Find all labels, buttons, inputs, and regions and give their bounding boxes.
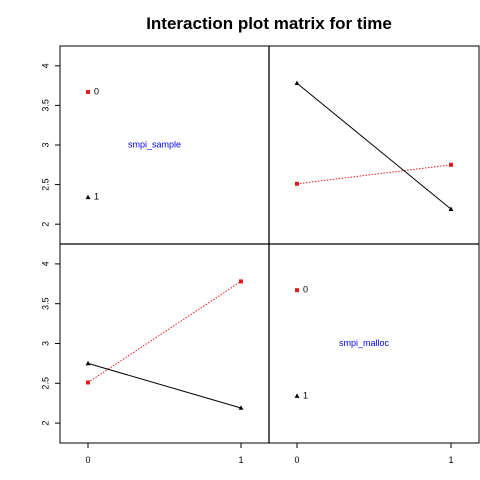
interaction-point-trace-0 — [295, 181, 299, 186]
x-tick-label: 0 — [85, 455, 90, 465]
y-tick-label: 2.5 — [40, 377, 50, 390]
interaction-point-trace-0 — [239, 279, 243, 284]
y-tick-label: 4 — [40, 261, 50, 266]
interaction-line-trace-1 — [296, 82, 452, 210]
y-tick-label: 2.5 — [40, 178, 50, 191]
level-marker-square — [86, 89, 90, 94]
x-tick-label: 1 — [238, 455, 243, 465]
y-tick-label: 3.5 — [40, 99, 50, 112]
chart-title: Interaction plot matrix for time — [146, 14, 392, 33]
factor-label-smpi_malloc: smpi_malloc — [339, 338, 390, 348]
plot-layer: 2 2.5 3 3.5 4 2 2.5 3 3.5 4 0 1 0 1 0 1 smpi_sample 0 1 smp… — [40, 45, 480, 465]
y-tick-label: 2 — [40, 421, 50, 426]
y-tick-label: 2 — [40, 222, 50, 227]
interaction-line-trace-0 — [296, 164, 452, 185]
interaction-point-trace-1 — [238, 405, 244, 410]
level-label: 0 — [94, 86, 99, 96]
level-label: 1 — [94, 192, 99, 202]
y-tick-label: 3 — [40, 142, 50, 147]
y-tick-label: 3.5 — [40, 297, 50, 310]
level-marker-triangle — [85, 194, 91, 200]
interaction-line-trace-1 — [87, 362, 242, 409]
factor-label-smpi_sample: smpi_sample — [128, 139, 181, 149]
interaction-line-trace-0 — [87, 280, 242, 383]
level-marker-triangle — [294, 393, 300, 398]
x-tick-label: 0 — [294, 455, 299, 465]
interaction-point-trace-1 — [85, 360, 91, 366]
interaction-point-trace-1 — [294, 80, 300, 86]
level-marker-square — [295, 288, 299, 293]
level-label: 1 — [303, 390, 308, 400]
interaction-point-trace-1 — [448, 206, 454, 211]
level-label: 0 — [303, 285, 308, 295]
y-tick-label: 3 — [40, 341, 50, 346]
x-tick-label: 1 — [448, 455, 453, 465]
y-tick-label: 4 — [40, 63, 50, 68]
interaction-point-trace-0 — [449, 162, 453, 167]
interaction-point-trace-0 — [86, 380, 90, 385]
